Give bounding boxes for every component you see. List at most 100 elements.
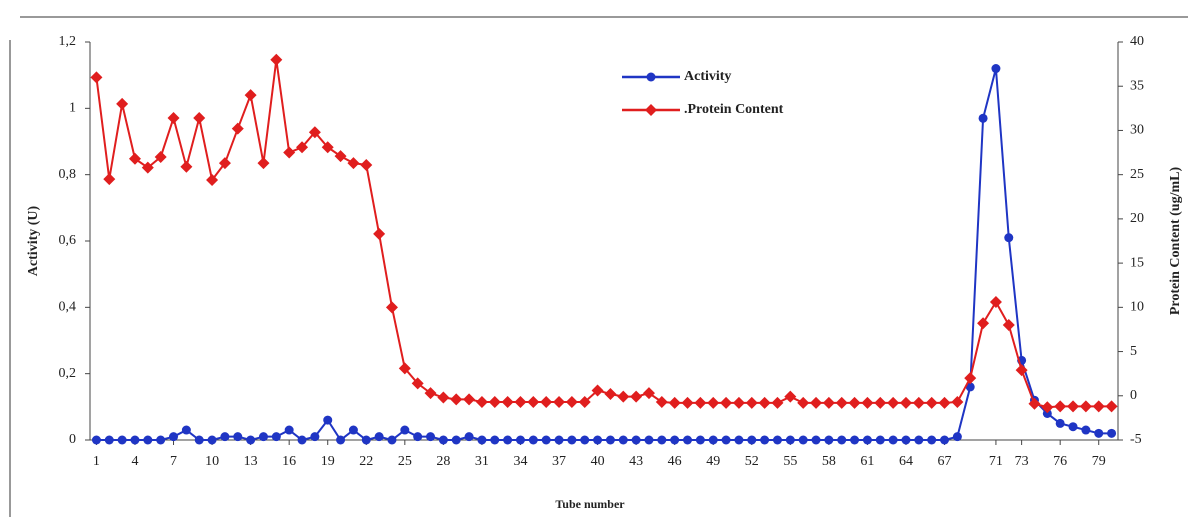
data-point (989, 296, 1002, 309)
data-point (810, 396, 823, 409)
data-point (336, 435, 346, 445)
data-point (130, 435, 140, 445)
data-point (477, 435, 487, 445)
data-point (180, 160, 193, 173)
data-point (437, 391, 450, 404)
data-point (899, 396, 912, 409)
data-point (385, 301, 398, 314)
x-tick-label: 55 (783, 454, 797, 469)
y-tick-label: 0,6 (59, 233, 77, 248)
data-point (91, 435, 101, 445)
data-point (244, 89, 257, 102)
x-tick-label: 71 (989, 454, 1003, 469)
data-point (721, 435, 731, 445)
y2-tick-label: 15 (1130, 255, 1144, 270)
data-point (642, 387, 655, 400)
data-point (618, 435, 628, 445)
x-tick-label: 46 (668, 454, 682, 469)
data-point (1041, 401, 1054, 414)
y-tick-label: 0,4 (59, 300, 77, 315)
data-point (488, 395, 501, 408)
data-point (1042, 408, 1052, 418)
data-point (745, 396, 758, 409)
data-point (231, 122, 244, 135)
x-tick-label: 22 (359, 454, 373, 469)
x-tick-label: 64 (899, 454, 913, 469)
x-tick-label: 19 (321, 454, 335, 469)
data-point (193, 112, 206, 125)
data-point (977, 317, 990, 330)
data-point (862, 435, 872, 445)
data-point (463, 393, 476, 406)
data-point (398, 362, 411, 375)
data-point (218, 157, 231, 170)
legend-label: Activity (684, 69, 731, 84)
data-point (747, 435, 757, 445)
data-point (708, 435, 718, 445)
data-point (580, 435, 590, 445)
data-point (169, 432, 179, 442)
y-tick-label: 0,8 (59, 167, 77, 182)
data-point (617, 390, 630, 403)
data-point (116, 97, 129, 110)
data-point (848, 396, 861, 409)
data-point (631, 435, 641, 445)
data-point (991, 64, 1001, 74)
data-point (374, 432, 384, 442)
data-point (1004, 233, 1014, 243)
data-point (194, 435, 204, 445)
y2-tick-label: 5 (1130, 344, 1137, 359)
data-point (528, 435, 538, 445)
data-point (771, 396, 784, 409)
x-tick-label: 73 (1015, 454, 1029, 469)
data-point (1055, 418, 1065, 428)
data-point (271, 432, 281, 442)
y2-tick-label: 40 (1130, 34, 1144, 49)
data-point (1028, 397, 1041, 410)
x-tick-label: 40 (591, 454, 605, 469)
data-point (360, 158, 373, 171)
data-point (644, 435, 654, 445)
x-tick-label: 10 (205, 454, 219, 469)
series-line (96, 68, 1112, 442)
x-tick-label: 13 (244, 454, 258, 469)
x-tick-label: 31 (475, 454, 489, 469)
data-point (707, 396, 720, 409)
data-point (578, 395, 591, 408)
data-point (438, 435, 448, 445)
x-tick-label: 7 (170, 454, 177, 469)
x-tick-label: 4 (131, 454, 138, 469)
data-point (901, 435, 911, 445)
data-point (952, 432, 962, 442)
data-point (451, 435, 461, 445)
data-point (695, 435, 705, 445)
x-tick-label: 61 (860, 454, 874, 469)
data-point (760, 435, 770, 445)
data-point (1068, 422, 1078, 432)
data-point (668, 396, 681, 409)
x-tick-label: 16 (282, 454, 296, 469)
data-point (553, 395, 566, 408)
data-point (143, 435, 153, 445)
data-point (605, 435, 615, 445)
data-point (964, 372, 977, 385)
data-point (694, 396, 707, 409)
data-point (167, 112, 180, 125)
data-point (565, 395, 578, 408)
data-point (424, 387, 437, 400)
data-point (361, 435, 371, 445)
series-line (95, 59, 1112, 409)
data-point (347, 157, 360, 170)
data-point (514, 395, 527, 408)
y2-tick-label: 35 (1130, 78, 1144, 93)
data-point (310, 432, 320, 442)
data-point (887, 396, 900, 409)
data-point (811, 435, 821, 445)
data-point (888, 435, 898, 445)
data-point (283, 146, 296, 159)
data-point (207, 435, 217, 445)
data-point (978, 113, 988, 123)
data-point (927, 435, 937, 445)
data-point (117, 435, 127, 445)
